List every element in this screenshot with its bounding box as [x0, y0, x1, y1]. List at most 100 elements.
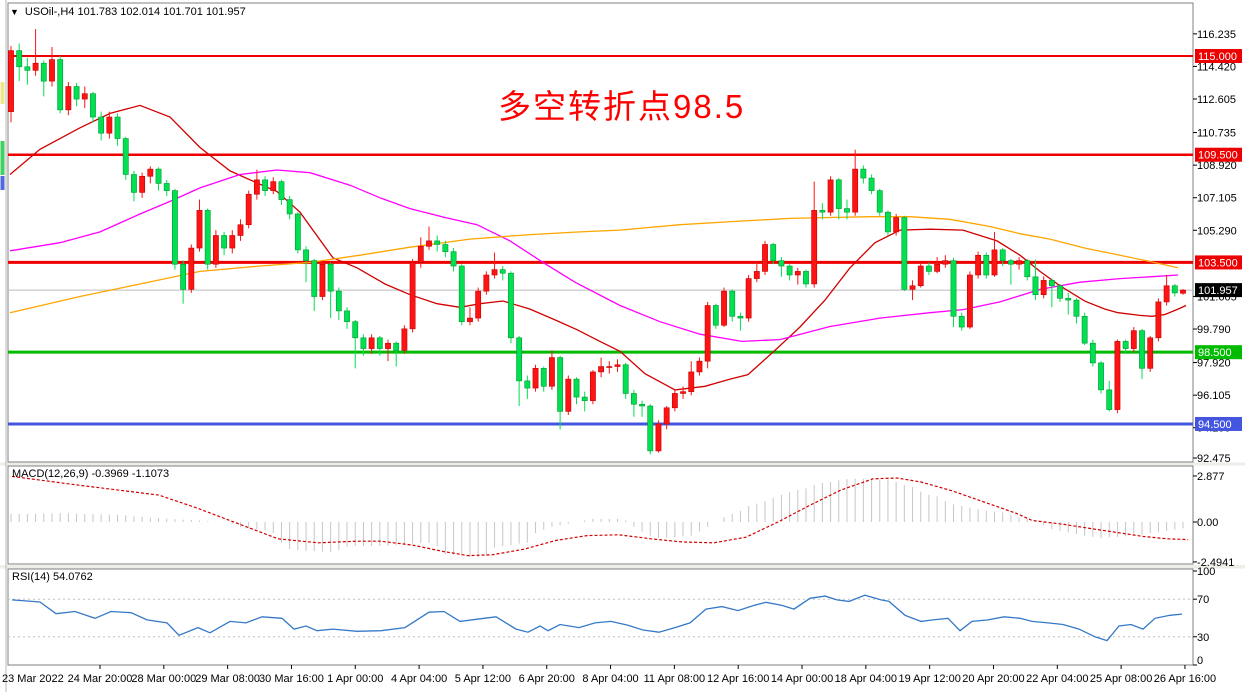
- rsi-tick-label: 0: [1197, 655, 1203, 667]
- candle-bull: [893, 217, 900, 233]
- price-level-box-label: 98.500: [1198, 347, 1232, 359]
- candle-bull: [491, 269, 498, 276]
- candle-bear: [131, 174, 137, 193]
- price-tick-label: 116.235: [1197, 29, 1236, 41]
- rsi-pane-frame: [7, 568, 1194, 666]
- candle-bear: [516, 337, 523, 382]
- candle-bear: [376, 337, 383, 349]
- left-gutter-mark: [0, 176, 5, 190]
- candle-bear: [221, 235, 227, 249]
- price-level-box: [1195, 147, 1242, 162]
- candle-bull: [196, 210, 203, 249]
- candle-bear: [639, 403, 645, 407]
- candle-bull: [565, 378, 572, 412]
- candle-bear: [73, 86, 80, 100]
- price-tick-label: 99.790: [1197, 324, 1231, 336]
- left-gutter-mark: [0, 141, 5, 175]
- candle-bear: [835, 179, 842, 209]
- candle-bear: [999, 249, 1006, 261]
- annotation-text[interactable]: 多空转折点98.5: [498, 88, 746, 125]
- candle-bear: [901, 217, 908, 290]
- rsi-tick-label: 70: [1197, 594, 1209, 606]
- candle-bear: [458, 265, 465, 322]
- candle-bear: [778, 260, 785, 267]
- candle-bear: [557, 357, 564, 412]
- macd-pane-frame: [7, 465, 1194, 565]
- candle-bull: [237, 224, 244, 236]
- candle-bear: [393, 342, 400, 351]
- price-tick-label: 96.105: [1197, 390, 1231, 402]
- rsi-tick-label: 30: [1197, 632, 1209, 644]
- candle-bear: [442, 244, 449, 252]
- candle-bull: [671, 393, 678, 409]
- price-tick-label: 97.920: [1197, 358, 1231, 370]
- candle-bear: [352, 321, 359, 339]
- candle-bull: [270, 181, 277, 191]
- candle-bear: [508, 272, 514, 339]
- candle-bear: [1057, 285, 1063, 299]
- candle-bull: [606, 366, 613, 368]
- candle-bear: [360, 337, 367, 349]
- candle-bull: [704, 305, 711, 362]
- candle-bear: [1139, 330, 1145, 369]
- time-axis-label: 4 Apr 04:00: [391, 673, 447, 685]
- macd-tick-label: -2.4941: [1197, 557, 1234, 569]
- symbol-ohlc-label: USOil-,H4 101.783 102.014 101.701 101.95…: [24, 6, 246, 18]
- candle-bull: [688, 371, 695, 392]
- candle-bear: [278, 181, 285, 200]
- candle-bull: [811, 210, 818, 285]
- candle-bull: [909, 285, 916, 290]
- candle-bear: [16, 50, 23, 68]
- candle-bull: [81, 93, 88, 100]
- ma-magenta-line: [9, 169, 1179, 343]
- symbol-dropdown-icon[interactable]: ▼: [10, 7, 19, 17]
- time-axis-label: 22 Apr 04:00: [1026, 673, 1088, 685]
- price-tick-label: 108.920: [1197, 160, 1237, 172]
- time-axis-label: 14 Apr 00:00: [771, 673, 833, 685]
- candle-bull: [745, 278, 752, 319]
- candle-bull: [229, 235, 236, 249]
- candle-bull: [475, 290, 482, 319]
- candle-bull: [917, 265, 924, 287]
- candle-bear: [163, 183, 170, 191]
- candle-bear: [1024, 260, 1031, 278]
- candle-bear: [1106, 389, 1113, 410]
- candle-bear: [450, 251, 457, 267]
- candle-bear: [1032, 276, 1039, 296]
- candle-bear: [180, 263, 187, 290]
- price-tick-label: 114.420: [1197, 61, 1236, 73]
- candle-bull: [762, 244, 768, 272]
- time-axis-label: 1 Apr 00:00: [327, 673, 383, 685]
- candle-bull: [852, 168, 859, 213]
- candle-bear: [885, 211, 891, 233]
- time-axis-label: 23 Mar 2022: [2, 673, 64, 685]
- candle-bull: [139, 175, 146, 193]
- time-axis-label: 5 Apr 12:00: [455, 673, 511, 685]
- price-tick-label: 92.475: [1197, 453, 1231, 465]
- time-axis-label: 26 Apr 16:00: [1154, 673, 1216, 685]
- time-axis-label: 8 Apr 04:00: [582, 673, 638, 685]
- candle-bear: [335, 290, 342, 312]
- candle-bull: [655, 423, 662, 452]
- candle-bear: [1098, 362, 1104, 391]
- candle-bear: [499, 269, 506, 274]
- time-axis-label: 20 Apr 20:00: [962, 673, 1024, 685]
- candle-bear: [622, 364, 629, 394]
- candle-bull: [1163, 285, 1170, 303]
- candle-bull: [753, 271, 760, 279]
- candle-bull: [975, 254, 982, 276]
- candle-bear: [327, 263, 334, 292]
- time-axis-label: 28 Mar 00:00: [131, 673, 196, 685]
- candle-bull: [827, 179, 834, 213]
- price-level-box-label: 101.957: [1198, 285, 1238, 297]
- time-axis-label: 11 Apr 08:00: [644, 673, 706, 685]
- price-level-box-label: 115.000: [1198, 51, 1237, 63]
- candle-bear: [1171, 285, 1178, 294]
- candle-bull: [417, 245, 424, 263]
- candle-bull: [319, 263, 326, 297]
- candle-bull: [8, 50, 14, 112]
- candle-bear: [868, 177, 875, 191]
- candle-bear: [294, 213, 301, 251]
- candle-bear: [1073, 299, 1080, 317]
